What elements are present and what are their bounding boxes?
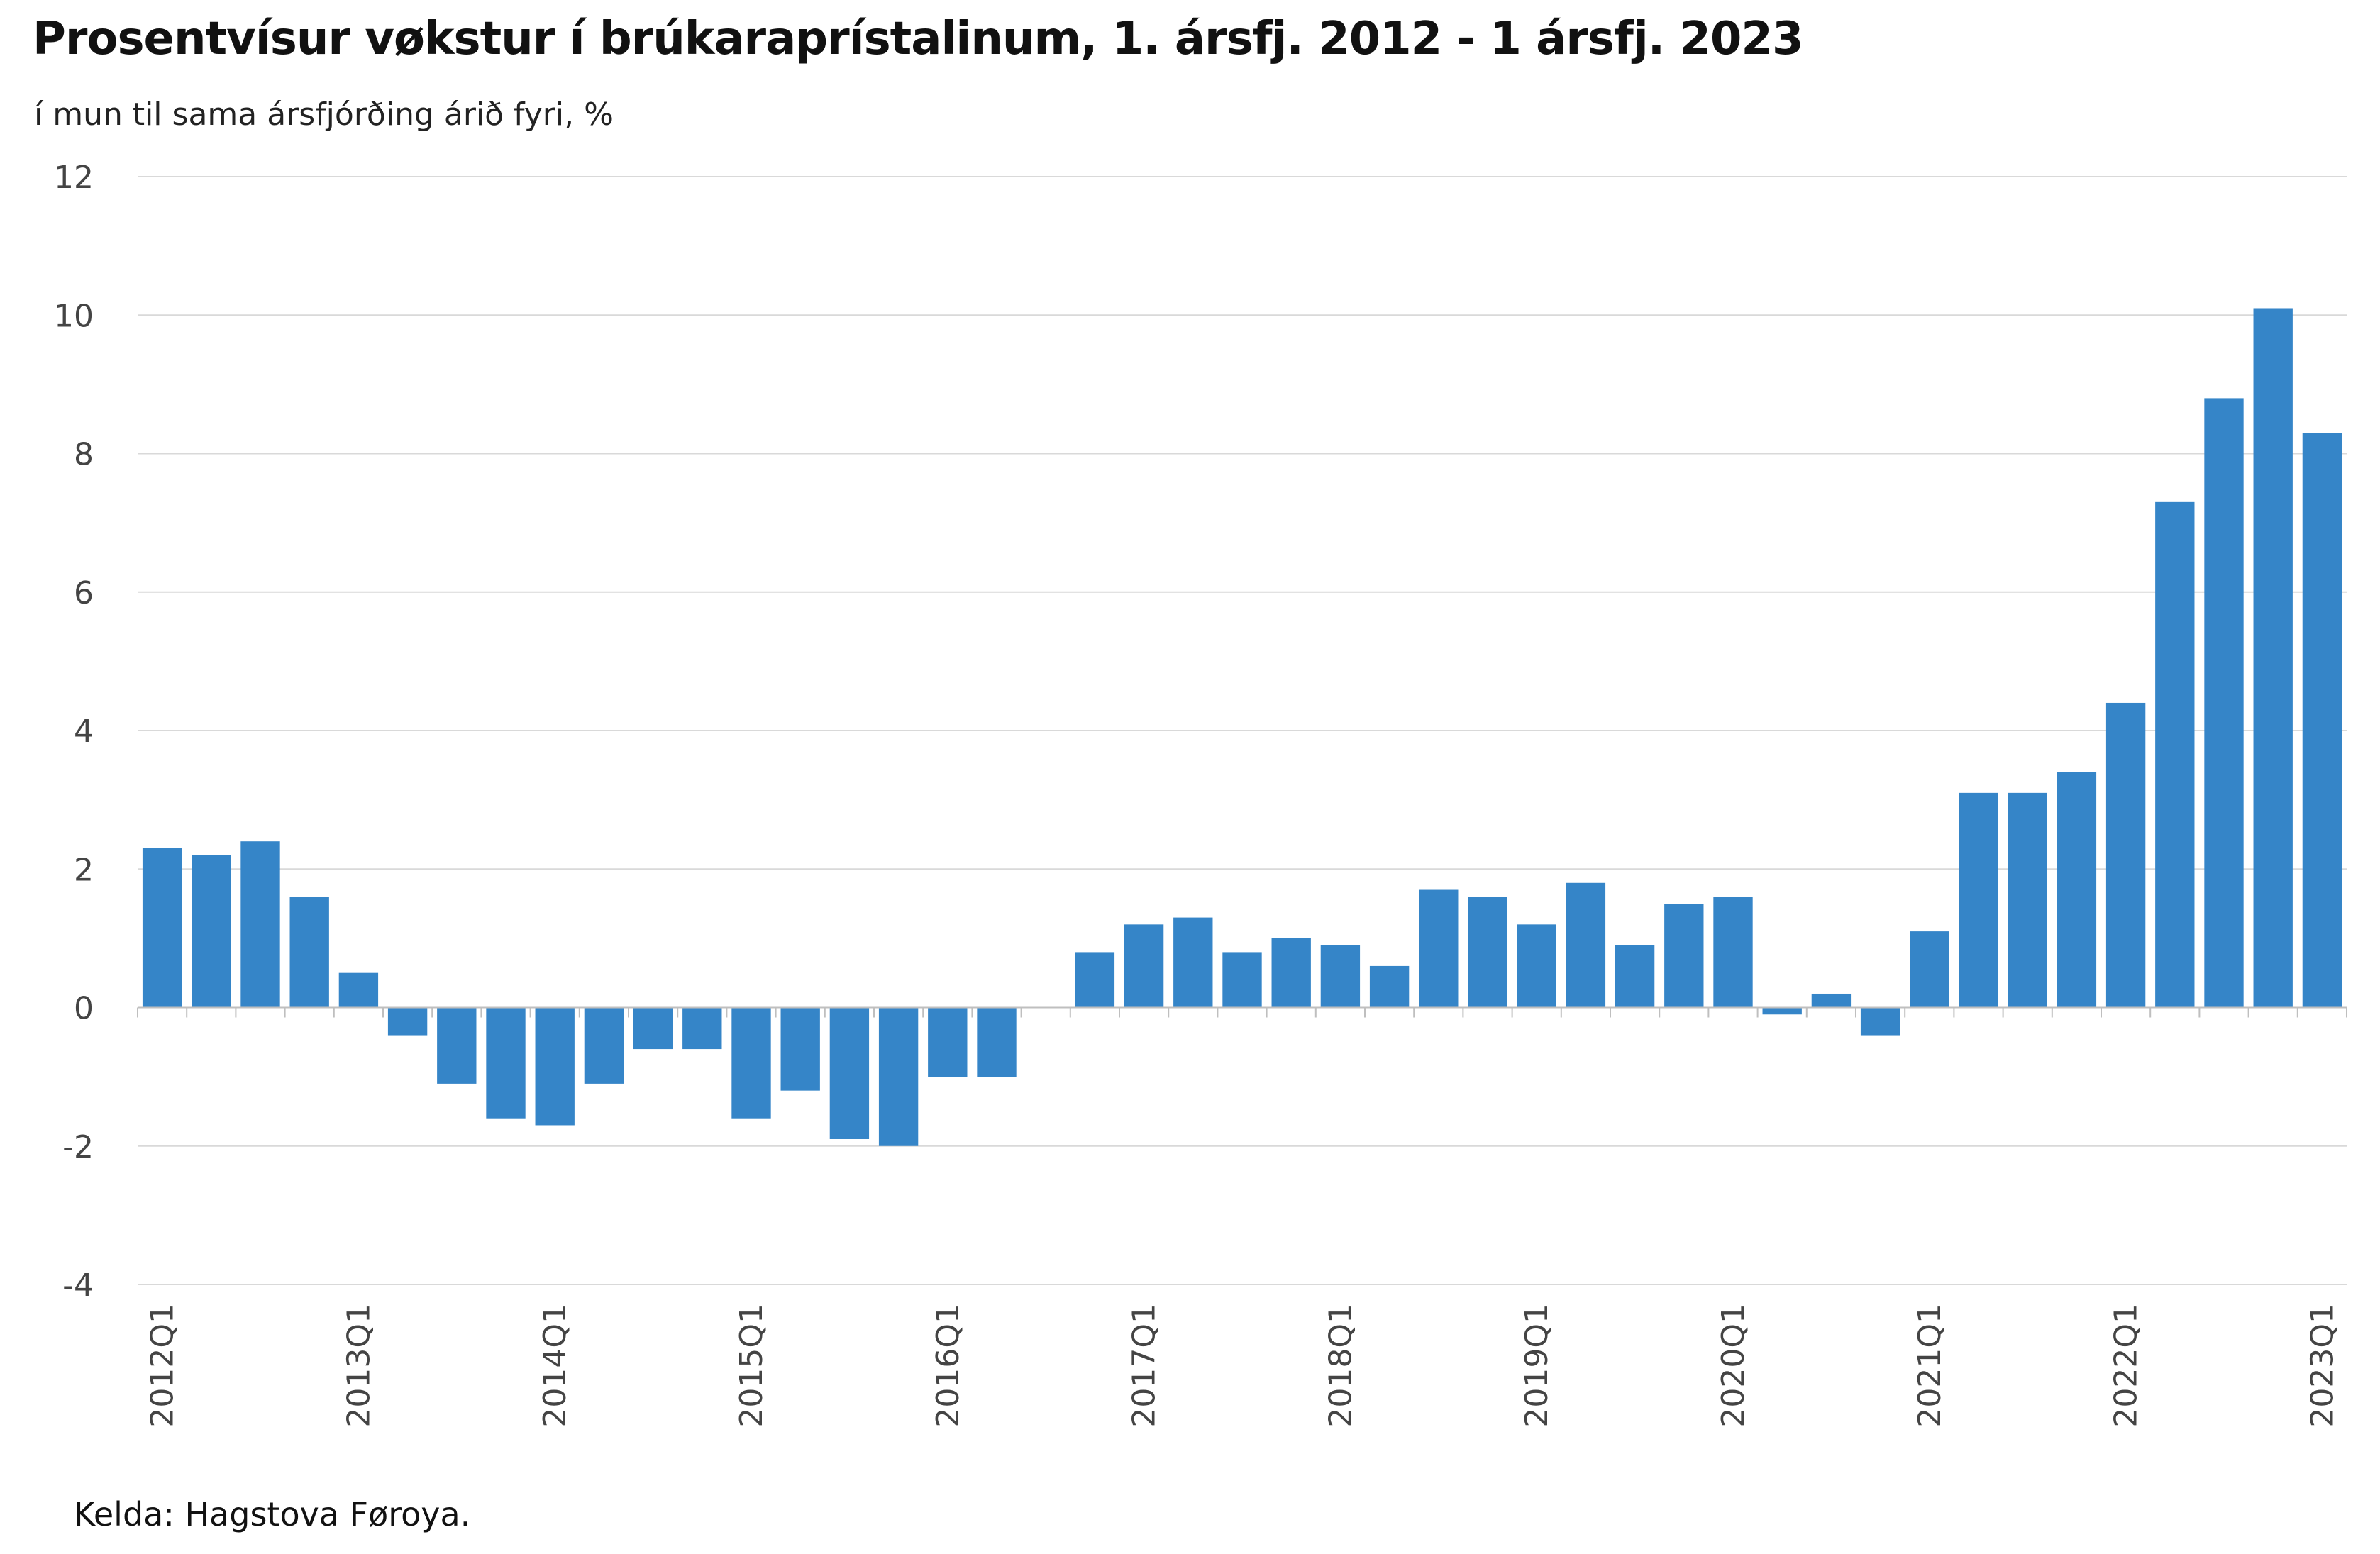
bar-2020Q1 bbox=[1713, 897, 1753, 1008]
x-tick-label: 2023Q1 bbox=[2304, 1304, 2340, 1428]
bar-2015Q3 bbox=[829, 1007, 870, 1139]
x-tick-label: 2015Q1 bbox=[734, 1304, 770, 1428]
bar-2016Q4 bbox=[1075, 952, 1115, 1008]
chart-title: Prosentvísur vøkstur í brúkaraprístalinu… bbox=[33, 13, 1803, 65]
bar-2018Q4 bbox=[1468, 897, 1507, 1008]
x-tick-label: 2014Q1 bbox=[537, 1304, 573, 1428]
bar-2020Q4 bbox=[1860, 1007, 1900, 1036]
bar-2017Q2 bbox=[1173, 917, 1213, 1008]
bar-2013Q2 bbox=[387, 1007, 428, 1036]
bar-2017Q3 bbox=[1222, 952, 1262, 1008]
source-note: Kelda: Hagstova Føroya. bbox=[74, 1495, 471, 1533]
y-axis-ticks: 12 10 8 6 4 2 0 -2 -4 bbox=[54, 160, 94, 1304]
x-axis bbox=[137, 1006, 2347, 1018]
y-tick-label: -4 bbox=[62, 1267, 94, 1304]
bar-2014Q1 bbox=[535, 1007, 575, 1126]
bar-2020Q2 bbox=[1762, 1007, 1802, 1015]
bar-2015Q2 bbox=[780, 1007, 820, 1091]
bar-2014Q3 bbox=[633, 1007, 673, 1050]
y-tick-label: 4 bbox=[74, 714, 94, 750]
bar-2014Q4 bbox=[682, 1007, 722, 1050]
bar-2022Q1 bbox=[2105, 702, 2146, 1008]
bar-2012Q4 bbox=[289, 897, 329, 1008]
y-tick-label: 6 bbox=[74, 575, 94, 611]
bar-2021Q3 bbox=[2008, 792, 2047, 1008]
bar-2018Q2 bbox=[1369, 965, 1410, 1008]
gridlines bbox=[138, 176, 2347, 1285]
bar-2014Q2 bbox=[584, 1007, 624, 1084]
bar-2019Q2 bbox=[1566, 882, 1606, 1008]
bar-2022Q3 bbox=[2204, 398, 2244, 1008]
bar-2022Q2 bbox=[2155, 501, 2195, 1008]
bar-2013Q1 bbox=[338, 972, 379, 1008]
bar-2016Q1 bbox=[928, 1007, 968, 1077]
bars bbox=[142, 308, 2342, 1146]
bar-2017Q4 bbox=[1271, 938, 1311, 1008]
y-tick-label: 2 bbox=[74, 852, 94, 888]
bar-2017Q1 bbox=[1124, 924, 1164, 1008]
bar-2012Q1 bbox=[142, 848, 182, 1008]
x-tick-label: 2020Q1 bbox=[1715, 1304, 1751, 1428]
x-tick-label: 2017Q1 bbox=[1127, 1304, 1163, 1428]
bar-2019Q1 bbox=[1517, 924, 1556, 1008]
x-tick-label: 2022Q1 bbox=[2108, 1304, 2144, 1428]
bar-2018Q3 bbox=[1419, 889, 1459, 1008]
bar-2012Q3 bbox=[240, 841, 280, 1008]
x-tick-label: 2018Q1 bbox=[1322, 1304, 1358, 1428]
bar-2013Q3 bbox=[437, 1007, 477, 1084]
bar-2020Q3 bbox=[1811, 993, 1852, 1008]
bar-2013Q4 bbox=[486, 1007, 526, 1119]
bar-2012Q2 bbox=[192, 855, 231, 1008]
x-tick-label: 2013Q1 bbox=[341, 1304, 377, 1428]
bar-2021Q1 bbox=[1910, 931, 1949, 1008]
bar-2021Q4 bbox=[2057, 772, 2097, 1008]
bar-2019Q3 bbox=[1615, 945, 1655, 1008]
bar-2015Q1 bbox=[731, 1007, 771, 1119]
y-tick-label: -2 bbox=[62, 1129, 94, 1165]
x-tick-label: 2016Q1 bbox=[930, 1304, 966, 1428]
bar-2015Q4 bbox=[878, 1007, 919, 1146]
bar-2016Q2 bbox=[977, 1007, 1017, 1077]
bar-2019Q4 bbox=[1664, 904, 1704, 1008]
x-axis-ticks: 2012Q1 2013Q1 2014Q1 2015Q1 2016Q1 2017Q1 2018… bbox=[145, 1304, 2341, 1428]
x-tick-label: 2021Q1 bbox=[1912, 1304, 1948, 1428]
bar-2018Q1 bbox=[1320, 945, 1361, 1008]
y-tick-label: 0 bbox=[74, 991, 94, 1027]
y-tick-label: 12 bbox=[54, 160, 94, 196]
chart-subtitle: í mun til sama ársfjórðing árið fyri, % bbox=[34, 96, 614, 133]
bar-2022Q4 bbox=[2253, 308, 2293, 1008]
x-tick-label: 2019Q1 bbox=[1519, 1304, 1555, 1428]
bar-2021Q2 bbox=[1959, 792, 1998, 1008]
bar-2023Q1 bbox=[2302, 433, 2342, 1008]
y-tick-label: 10 bbox=[54, 298, 94, 334]
x-tick-label: 2012Q1 bbox=[145, 1304, 181, 1428]
y-tick-label: 8 bbox=[74, 437, 94, 473]
